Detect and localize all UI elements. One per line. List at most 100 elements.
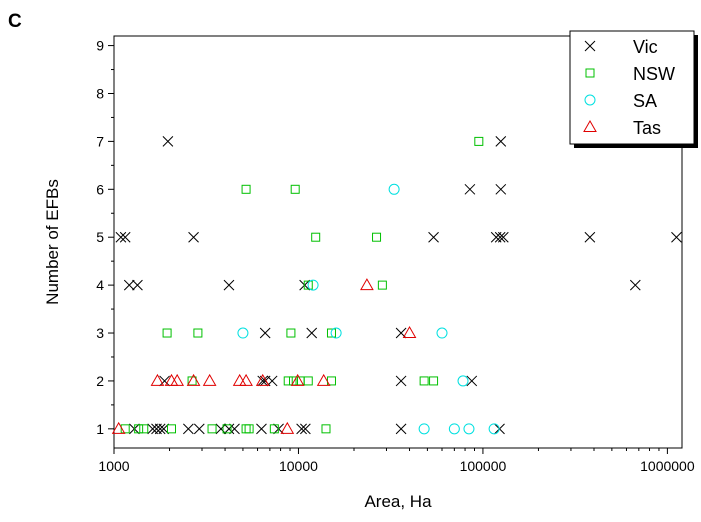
data-point-nsw xyxy=(377,280,387,290)
y-tick-label: 6 xyxy=(96,181,104,197)
data-point-vic xyxy=(193,423,205,435)
data-point-sa xyxy=(388,183,400,195)
data-point-nsw xyxy=(311,232,321,242)
data-point-nsw xyxy=(269,424,279,434)
legend-marker-nsw xyxy=(585,68,595,78)
data-point-vic xyxy=(629,279,641,291)
data-point-nsw xyxy=(241,424,251,434)
y-tick-label: 3 xyxy=(96,325,104,341)
data-point-vic xyxy=(495,136,507,147)
data-point-nsw xyxy=(241,184,251,194)
x-tick-label: 10000 xyxy=(279,458,318,474)
data-point-vic xyxy=(296,423,307,435)
legend: Vic NSW SA Tas xyxy=(569,30,698,148)
data-point-vic xyxy=(584,231,596,243)
data-point-vic xyxy=(159,375,170,387)
data-point-nsw xyxy=(207,424,217,434)
data-point-tas xyxy=(170,373,185,386)
x-tick-label: 1000000 xyxy=(640,458,695,474)
data-point-nsw xyxy=(139,424,149,434)
data-point-tas xyxy=(150,373,165,386)
data-point-vic xyxy=(395,423,407,435)
panel-label: C xyxy=(8,11,22,32)
data-point-vic xyxy=(147,423,159,435)
series-vic xyxy=(115,136,682,435)
data-point-nsw xyxy=(326,328,336,338)
data-point-tas xyxy=(255,373,270,386)
series-nsw xyxy=(120,136,484,434)
legend-label-sa: SA xyxy=(633,91,657,111)
data-point-vic xyxy=(466,375,478,387)
data-point-vic xyxy=(119,231,131,243)
data-point-vic xyxy=(495,183,507,195)
data-point-vic xyxy=(428,231,439,243)
data-point-nsw xyxy=(283,376,293,386)
data-point-nsw xyxy=(303,376,313,386)
data-point-sa xyxy=(307,279,319,291)
data-point-sa xyxy=(488,423,500,435)
data-point-vic xyxy=(395,375,407,387)
data-point-nsw xyxy=(286,328,296,338)
data-point-vic xyxy=(223,423,235,435)
data-point-tas xyxy=(239,373,253,386)
data-point-vic xyxy=(183,423,194,435)
data-point-vic xyxy=(123,279,135,291)
data-point-sa xyxy=(448,423,460,435)
data-point-tas xyxy=(402,326,417,339)
data-point-vic xyxy=(464,183,476,195)
data-point-vic xyxy=(162,136,174,147)
y-tick-label: 4 xyxy=(96,277,104,293)
x-axis-label: Area, Ha xyxy=(364,492,432,511)
data-point-nsw xyxy=(167,424,177,434)
y-tick-label: 5 xyxy=(96,229,104,245)
data-point-nsw xyxy=(303,280,313,290)
data-point-sa xyxy=(330,327,342,339)
data-point-vic xyxy=(115,231,127,243)
legend-marker-tas xyxy=(583,119,597,132)
data-point-nsw xyxy=(290,184,300,194)
data-point-vic xyxy=(154,423,166,435)
data-point-vic xyxy=(306,327,318,339)
data-point-vic xyxy=(215,423,227,435)
data-point-vic xyxy=(494,231,506,243)
plot-area-frame xyxy=(113,35,683,449)
data-point-vic xyxy=(497,231,509,243)
data-point-nsw xyxy=(419,376,429,386)
data-point-tas xyxy=(290,373,305,386)
data-point-vic xyxy=(300,423,311,435)
x-tick-label: 1000 xyxy=(98,458,129,474)
data-point-tas xyxy=(202,373,217,386)
legend-label-nsw: NSW xyxy=(633,64,675,84)
data-point-vic xyxy=(257,375,269,387)
x-axis: 1000 10000 100000 1000000 xyxy=(98,448,695,474)
data-point-nsw xyxy=(162,328,172,338)
data-point-nsw xyxy=(321,424,331,434)
legend-label-tas: Tas xyxy=(633,118,661,138)
y-axis: 1 2 3 4 5 6 7 8 9 xyxy=(96,38,114,437)
data-point-vic xyxy=(256,423,267,435)
data-point-tas xyxy=(186,373,201,386)
y-tick-label: 8 xyxy=(96,85,104,101)
data-point-vic xyxy=(671,231,682,243)
legend-marker-vic xyxy=(584,40,596,52)
data-point-nsw xyxy=(134,424,144,434)
data-point-tas xyxy=(280,421,295,434)
y-tick-label: 9 xyxy=(96,38,104,54)
data-point-sa xyxy=(237,327,249,339)
y-tick-label: 2 xyxy=(96,373,104,389)
data-point-vic xyxy=(259,327,271,339)
data-point-tas xyxy=(232,373,247,386)
series-sa xyxy=(237,183,500,435)
series-tas xyxy=(111,278,417,434)
y-tick-label: 7 xyxy=(96,133,104,149)
data-point-nsw xyxy=(120,424,130,434)
data-point-nsw xyxy=(474,136,484,146)
data-points xyxy=(111,136,682,435)
legend-box xyxy=(569,30,695,145)
data-point-tas xyxy=(111,421,126,434)
x-tick-label: 100000 xyxy=(460,458,507,474)
data-point-nsw xyxy=(429,376,439,386)
y-axis-label: Number of EFBs xyxy=(43,179,62,305)
data-point-sa xyxy=(457,375,469,387)
legend-marker-sa xyxy=(584,94,596,106)
